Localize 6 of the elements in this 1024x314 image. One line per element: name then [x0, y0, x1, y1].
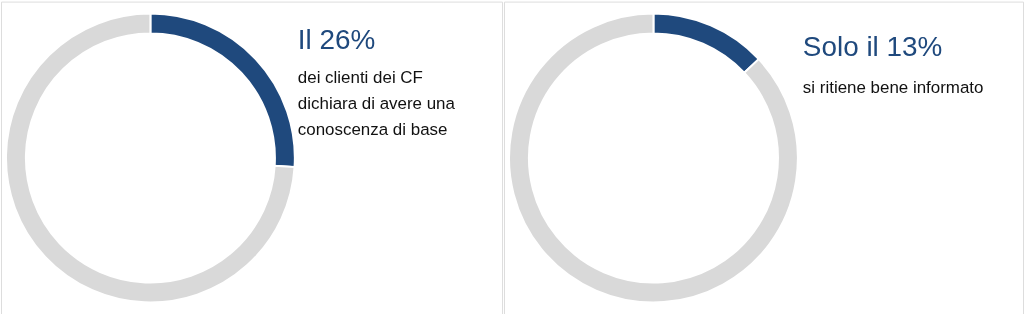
donut-slice [508, 12, 799, 304]
donut-slice [5, 12, 296, 304]
text: si ritiene bene informato [802, 78, 984, 98]
text: Solo il 13% [802, 31, 943, 63]
text: dei clienti dei CF dichiara di avere una conoscenza di base [297, 68, 456, 140]
chart-title: Il 26% [297, 24, 376, 56]
